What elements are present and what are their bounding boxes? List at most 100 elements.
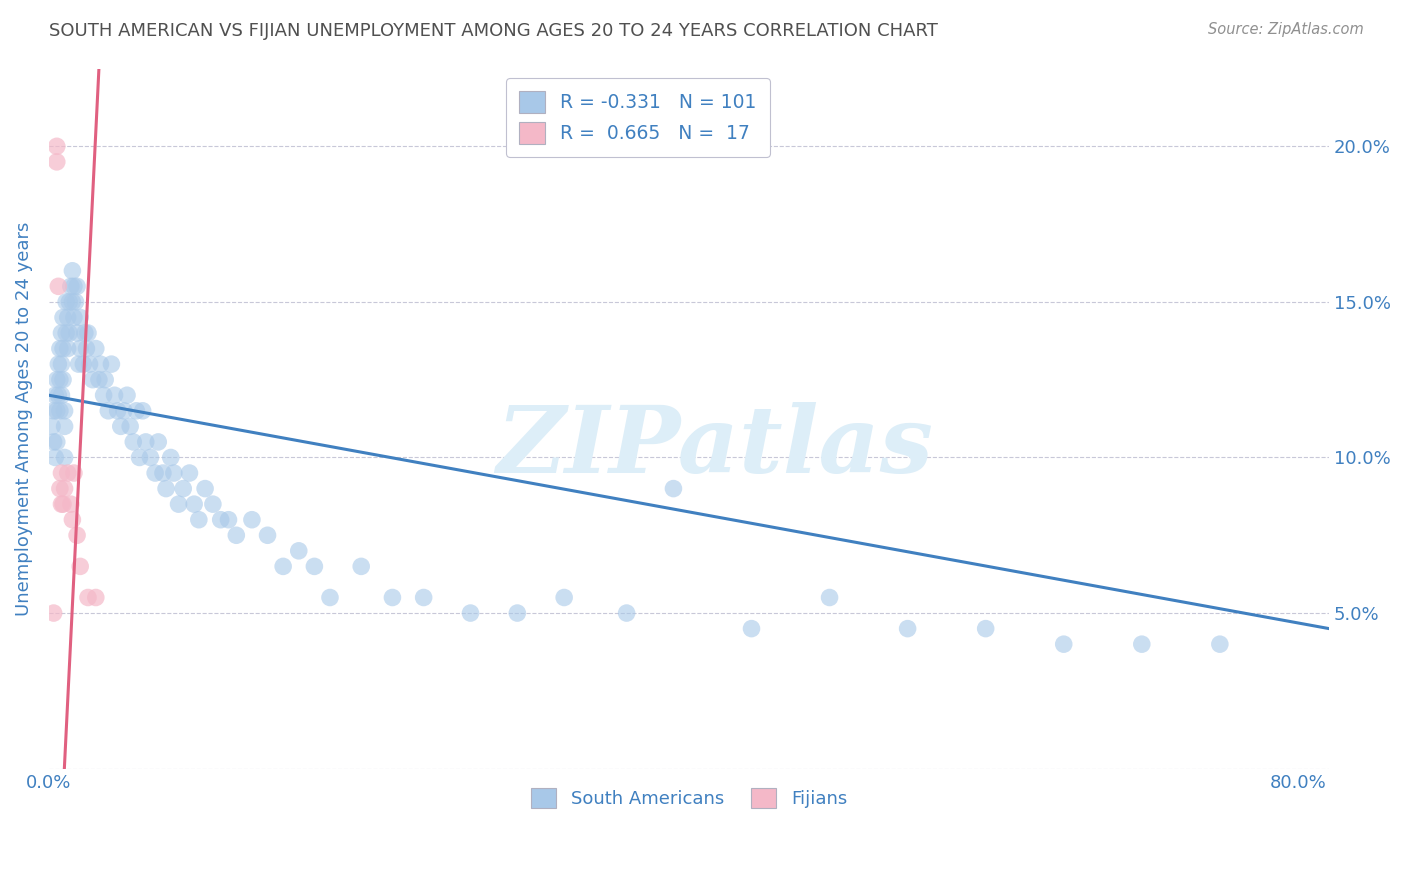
Point <box>73 326 96 340</box>
Point <box>148 434 170 449</box>
Point <box>53 482 76 496</box>
Point <box>60 264 83 278</box>
Point <box>63 279 86 293</box>
Point <box>49 342 72 356</box>
Point <box>97 404 120 418</box>
Point <box>66 279 89 293</box>
Point <box>974 622 997 636</box>
Point <box>172 482 194 496</box>
Point <box>152 466 174 480</box>
Point <box>46 279 69 293</box>
Point <box>55 326 77 340</box>
Point <box>131 404 153 418</box>
Point <box>1209 637 1232 651</box>
Point <box>65 294 87 309</box>
Point <box>42 606 65 620</box>
Point <box>49 404 72 418</box>
Text: Source: ZipAtlas.com: Source: ZipAtlas.com <box>1208 22 1364 37</box>
Point <box>52 373 75 387</box>
Point <box>194 482 217 496</box>
Point <box>87 373 110 387</box>
Point <box>120 419 142 434</box>
Point <box>107 404 129 418</box>
Point <box>84 591 107 605</box>
Point <box>53 419 76 434</box>
Point <box>163 466 186 480</box>
Point <box>59 497 82 511</box>
Point <box>45 373 67 387</box>
Point <box>58 294 80 309</box>
Point <box>506 606 529 620</box>
Point <box>44 388 66 402</box>
Point <box>69 310 91 325</box>
Point <box>63 466 86 480</box>
Point <box>51 497 73 511</box>
Point <box>460 606 482 620</box>
Point <box>122 434 145 449</box>
Point <box>41 419 63 434</box>
Point <box>135 434 157 449</box>
Text: SOUTH AMERICAN VS FIJIAN UNEMPLOYMENT AMONG AGES 20 TO 24 YEARS CORRELATION CHAR: SOUTH AMERICAN VS FIJIAN UNEMPLOYMENT AM… <box>49 22 938 40</box>
Point <box>67 357 90 371</box>
Point <box>139 450 162 465</box>
Point <box>125 404 148 418</box>
Point <box>56 310 79 325</box>
Point <box>112 404 135 418</box>
Text: ZIPatlas: ZIPatlas <box>496 401 934 491</box>
Point <box>218 513 240 527</box>
Point <box>59 279 82 293</box>
Point <box>183 497 205 511</box>
Point <box>42 404 65 418</box>
Point <box>128 450 150 465</box>
Point <box>53 404 76 418</box>
Point <box>103 388 125 402</box>
Point <box>53 450 76 465</box>
Point <box>740 622 762 636</box>
Point <box>45 139 67 153</box>
Point <box>42 434 65 449</box>
Point <box>51 357 73 371</box>
Legend: South Americans, Fijians: South Americans, Fijians <box>524 780 855 815</box>
Point <box>58 326 80 340</box>
Point <box>75 342 97 356</box>
Point <box>56 342 79 356</box>
Point <box>381 591 404 605</box>
Point <box>818 591 841 605</box>
Point <box>271 559 294 574</box>
Point <box>159 450 181 465</box>
Point <box>100 357 122 371</box>
Point <box>167 497 190 511</box>
Point <box>45 434 67 449</box>
Point <box>179 466 201 480</box>
Y-axis label: Unemployment Among Ages 20 to 24 years: Unemployment Among Ages 20 to 24 years <box>15 221 32 615</box>
Point <box>51 326 73 340</box>
Point <box>319 591 342 605</box>
Point <box>60 294 83 309</box>
Point <box>49 482 72 496</box>
Point <box>51 388 73 402</box>
Point <box>187 513 209 527</box>
Point <box>46 357 69 371</box>
Point <box>209 513 232 527</box>
Point <box>304 559 326 574</box>
Point <box>49 373 72 387</box>
Point <box>56 466 79 480</box>
Point <box>79 357 101 371</box>
Point <box>69 342 91 356</box>
Point <box>94 373 117 387</box>
Point <box>256 528 278 542</box>
Point <box>52 342 75 356</box>
Point <box>63 310 86 325</box>
Point <box>1053 637 1076 651</box>
Point <box>616 606 638 620</box>
Point <box>412 591 434 605</box>
Point <box>69 559 91 574</box>
Point <box>155 482 177 496</box>
Point <box>115 388 138 402</box>
Point <box>240 513 263 527</box>
Point <box>45 154 67 169</box>
Point <box>52 310 75 325</box>
Point <box>143 466 166 480</box>
Point <box>55 294 77 309</box>
Point <box>66 326 89 340</box>
